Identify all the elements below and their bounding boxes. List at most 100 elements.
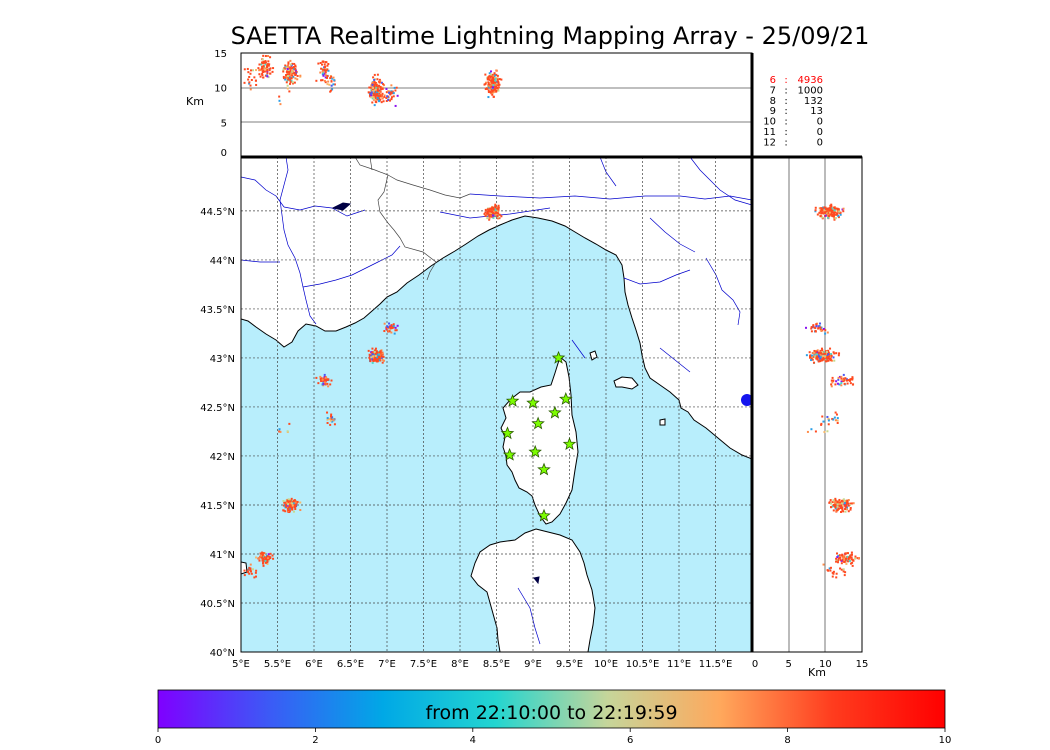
lightning-source — [486, 210, 489, 213]
lightning-source — [323, 379, 326, 382]
lightning-source-lat-alt — [827, 423, 830, 426]
lightning-source-altitude — [248, 81, 251, 84]
lightning-source-lat-alt — [813, 349, 816, 352]
lightning-source-altitude — [327, 63, 330, 66]
station-star-icon — [559, 392, 573, 405]
lat-tick-label: 40°N — [210, 648, 235, 659]
lightning-source-altitude — [326, 76, 329, 79]
lightning-source — [324, 382, 327, 385]
lightning-source — [494, 206, 497, 209]
lightning-source-lat-alt — [823, 431, 826, 434]
lightning-source-lat-alt — [836, 561, 839, 564]
lightning-source-altitude — [290, 67, 293, 70]
lightning-source-altitude — [293, 81, 296, 84]
lightning-source-altitude — [299, 75, 302, 78]
lightning-source-altitude — [249, 72, 252, 75]
lightning-source — [317, 382, 320, 385]
lightning-source-altitude — [266, 55, 269, 58]
lightning-source-lat-alt — [825, 360, 828, 363]
lightning-source-altitude — [487, 81, 490, 84]
lightning-source-altitude — [248, 82, 251, 85]
lightning-source — [258, 559, 261, 562]
lightning-source-lat-alt — [847, 552, 850, 555]
lightning-source — [253, 576, 256, 579]
colorbar-tick-label: 4 — [470, 735, 476, 746]
lightning-source — [380, 352, 383, 355]
map-lightning-points — [243, 203, 503, 579]
lightning-source-lat-alt — [810, 354, 813, 357]
lightning-source-altitude — [374, 82, 377, 85]
lightning-source-altitude — [247, 71, 250, 74]
lightning-source-altitude — [492, 82, 495, 85]
station-count-value: 4936 — [798, 75, 823, 86]
lightning-source-altitude — [373, 85, 376, 88]
lightning-source-altitude — [331, 77, 334, 80]
lightning-source-altitude — [248, 75, 251, 78]
lightning-source-lat-alt — [830, 506, 833, 509]
lightning-source — [330, 379, 333, 382]
lightning-source-lat-alt — [840, 506, 843, 509]
altitude-unit-label: Km — [186, 95, 204, 108]
lightning-source-lat-alt — [818, 211, 821, 214]
lightning-source-lat-alt — [832, 379, 835, 382]
river-saone — [241, 176, 285, 208]
lightning-source-altitude — [371, 83, 374, 86]
lat-tick-label: 43.5°N — [200, 305, 235, 316]
lightning-source — [278, 430, 281, 433]
lightning-source-lat-alt — [844, 571, 847, 574]
lightning-source-altitude — [287, 64, 290, 67]
lightning-source-altitude — [381, 92, 384, 95]
lightning-source — [251, 568, 254, 571]
lightning-source — [290, 497, 293, 500]
lightning-source-altitude — [282, 77, 285, 80]
lightning-source-altitude — [491, 93, 494, 96]
lightning-source-lat-alt — [833, 359, 836, 362]
lightning-source-altitude — [492, 80, 495, 83]
lightning-source-altitude — [374, 92, 377, 95]
lightning-source-lat-alt — [854, 555, 857, 558]
lon-tick-label: 6°E — [305, 659, 323, 670]
lightning-source-lat-alt — [814, 330, 817, 333]
lightning-source-altitude — [386, 95, 389, 98]
lightning-source — [327, 378, 330, 381]
lightning-source-altitude — [490, 70, 493, 73]
lightning-source-lat-alt — [840, 384, 843, 387]
rivers — [241, 157, 752, 645]
lightning-source-altitude — [497, 89, 500, 92]
lightning-source-altitude — [292, 66, 295, 69]
lightning-source — [291, 507, 294, 510]
lightning-source-altitude — [243, 81, 246, 84]
lightning-source — [286, 430, 289, 433]
lightning-source-altitude — [393, 86, 396, 89]
lightning-source-lat-alt — [843, 502, 846, 505]
lightning-source — [497, 208, 500, 211]
lightning-source-lat-alt — [828, 567, 831, 570]
lightning-source — [255, 569, 258, 572]
lightning-source-altitude — [327, 80, 330, 83]
lightning-source-lat-alt — [832, 351, 835, 354]
lightning-source-altitude — [367, 91, 370, 94]
lightning-source-altitude — [332, 76, 335, 79]
lightning-source-lat-alt — [815, 325, 818, 328]
lightning-source-altitude — [243, 68, 246, 71]
lightning-source — [370, 351, 373, 354]
lightning-source — [488, 218, 491, 221]
station-star-icon — [562, 437, 577, 450]
lightning-source-altitude — [372, 94, 375, 97]
lightning-source-lat-alt — [840, 380, 843, 383]
lightning-source-altitude — [372, 76, 375, 79]
lightning-source — [377, 353, 380, 356]
lightning-source — [376, 356, 379, 359]
lightning-source-altitude — [486, 87, 489, 90]
lightning-source-lat-alt — [812, 324, 815, 327]
lightning-source-lat-alt — [826, 331, 829, 334]
lightning-source — [286, 499, 289, 502]
lightning-source-altitude — [492, 87, 495, 90]
lightning-source — [287, 509, 290, 512]
lightning-source — [288, 422, 291, 425]
lightning-source-lat-alt — [827, 211, 830, 214]
lightning-source — [332, 419, 335, 422]
lightning-source-lat-alt — [839, 558, 842, 561]
lightning-source — [261, 555, 264, 558]
lightning-source-altitude — [263, 66, 266, 69]
